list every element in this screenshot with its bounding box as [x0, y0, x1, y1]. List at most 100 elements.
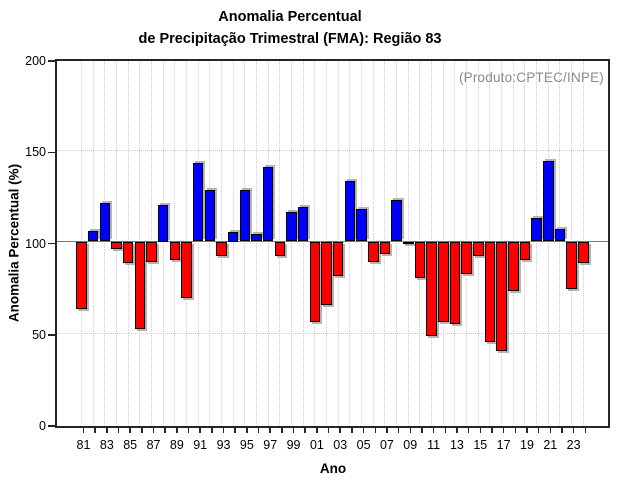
vertical-gridline-94	[232, 61, 234, 426]
bar-02	[321, 241, 332, 306]
bar-01	[309, 241, 321, 322]
x-tick-23	[572, 428, 575, 433]
vertical-gridline-22	[559, 61, 561, 426]
x-tick-87	[152, 428, 155, 433]
vertical-gridline-04	[349, 61, 351, 426]
x-tick-97	[269, 428, 271, 433]
vertical-gridline-09	[407, 61, 409, 426]
x-tick-81	[82, 428, 85, 433]
bar-17	[496, 241, 507, 351]
vertical-gridline-82	[92, 61, 94, 426]
y-tick-100	[48, 242, 55, 245]
x-tick-label-83: 83	[99, 438, 114, 452]
x-tick-label-91: 91	[193, 438, 208, 452]
bar-08	[391, 199, 402, 242]
x-tick-label-87: 87	[146, 438, 161, 452]
chart-title-line2: de Precipitação Trimestral (FMA): Região…	[138, 31, 442, 47]
x-tick-04	[351, 428, 353, 433]
x-tick-label-23: 23	[566, 438, 581, 452]
x-tick-05	[362, 428, 365, 433]
bar-14	[461, 241, 472, 275]
bar-10	[414, 241, 426, 278]
x-tick-06	[374, 428, 376, 433]
x-tick-label-97: 97	[263, 438, 278, 452]
x-tick-94	[234, 428, 236, 433]
x-tick-label-09: 09	[403, 438, 418, 452]
x-tick-13	[456, 428, 458, 433]
x-tick-22	[561, 428, 563, 433]
vertical-gridline-97	[267, 61, 269, 426]
x-tick-label-95: 95	[239, 438, 254, 452]
x-tick-91	[199, 428, 201, 433]
bar-91	[192, 163, 204, 242]
x-tick-10	[421, 428, 423, 433]
x-tick-label-19: 19	[520, 438, 534, 452]
vertical-gridline-92	[209, 61, 211, 426]
bar-05	[356, 208, 367, 242]
vertical-gridline-88	[162, 61, 164, 426]
bar-82	[87, 230, 99, 242]
x-tick-11	[432, 428, 435, 433]
plot-area: (Produto:CPTEC/INPE)	[55, 59, 610, 428]
bar-23	[566, 241, 577, 289]
y-tick-label-150: 150	[25, 145, 46, 160]
x-tick-92	[211, 428, 213, 433]
x-tick-17	[502, 428, 505, 433]
bar-95	[239, 190, 251, 242]
x-tick-label-13: 13	[449, 438, 464, 452]
x-tick-label-03: 03	[333, 438, 348, 452]
bar-87	[146, 241, 157, 262]
bar-15	[473, 241, 484, 257]
x-tick-label-11: 11	[427, 438, 441, 452]
bar-00	[297, 206, 309, 242]
bar-98	[274, 241, 286, 257]
bar-89	[169, 241, 181, 260]
bar-22	[554, 228, 566, 242]
x-tick-12	[444, 428, 447, 433]
bar-18	[508, 241, 519, 291]
x-tick-16	[491, 428, 493, 433]
vertical-gridline-08	[396, 61, 398, 426]
y-tick-150	[48, 151, 55, 153]
bar-94	[227, 232, 239, 242]
bar-83	[99, 203, 111, 242]
bar-19	[519, 241, 531, 260]
vertical-gridline-96	[256, 61, 258, 426]
vertical-gridline-91	[197, 61, 199, 426]
bar-21	[543, 161, 554, 242]
bar-81	[76, 241, 87, 310]
x-tick-label-85: 85	[123, 438, 138, 452]
bar-06	[368, 241, 379, 262]
x-tick-00	[304, 428, 306, 433]
x-tick-90	[187, 428, 190, 433]
horizontal-gridline-150	[57, 150, 608, 152]
x-tick-82	[94, 428, 96, 433]
x-tick-18	[514, 428, 517, 433]
x-tick-93	[222, 428, 225, 433]
bar-11	[426, 241, 437, 337]
x-tick-07	[386, 428, 388, 433]
x-tick-89	[176, 428, 178, 433]
x-tick-19	[526, 428, 528, 433]
x-tick-96	[257, 428, 260, 433]
bar-03	[332, 241, 344, 277]
x-tick-label-17: 17	[496, 438, 511, 452]
x-tick-20	[537, 428, 540, 433]
x-tick-label-89: 89	[169, 438, 184, 452]
bar-88	[157, 205, 169, 242]
y-tick-0	[48, 425, 55, 427]
bar-86	[134, 241, 146, 330]
y-tick-label-200: 200	[25, 54, 46, 68]
x-tick-21	[549, 428, 552, 433]
x-tick-15	[479, 428, 482, 433]
vertical-gridline-83	[104, 61, 106, 426]
x-tick-09	[409, 428, 411, 433]
x-tick-95	[246, 428, 248, 433]
x-tick-label-99: 99	[286, 438, 301, 452]
bar-13	[449, 241, 461, 324]
bar-99	[286, 212, 297, 242]
x-tick-label-93: 93	[216, 438, 231, 452]
vertical-gridline-21	[547, 61, 549, 426]
bar-90	[181, 241, 192, 299]
